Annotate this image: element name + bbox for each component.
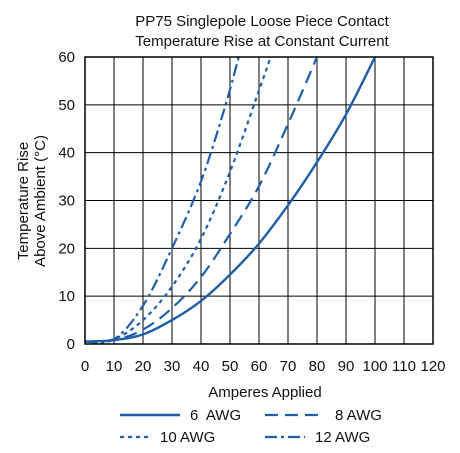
chart-subtitle: Temperature Rise at Constant Current xyxy=(135,33,389,50)
x-tick-label: 80 xyxy=(309,358,326,375)
x-tick-label: 0 xyxy=(81,358,89,375)
legend-label: 6 AWG xyxy=(190,407,241,424)
chart-title: PP75 Singlepole Loose Piece Contact xyxy=(135,13,389,30)
y-tick-label: 40 xyxy=(58,145,75,162)
y-axis-label-line2: Above Ambient (°C) xyxy=(32,135,49,267)
series-lines xyxy=(84,56,377,344)
y-tick-label: 0 xyxy=(67,336,75,353)
legend: 6 AWG 8 AWG 10 AWG 12 AWG xyxy=(120,407,382,446)
x-tick-label: 30 xyxy=(164,358,181,375)
series-line-10-awg xyxy=(84,56,272,343)
series-line-6-awg xyxy=(84,56,377,343)
x-tick-label: 100 xyxy=(362,358,387,375)
x-tick-label: 70 xyxy=(280,358,297,375)
legend-label: 10 AWG xyxy=(160,429,215,446)
x-tick-label: 20 xyxy=(135,358,152,375)
y-tick-labels: 0 10 20 30 40 50 60 xyxy=(58,49,75,353)
plot-frame xyxy=(84,56,434,345)
series-line-8-awg xyxy=(84,56,319,343)
y-tick-label: 20 xyxy=(58,240,75,257)
y-tick-label: 30 xyxy=(58,193,75,210)
x-axis-label: Amperes Applied xyxy=(208,384,321,401)
y-tick-label: 10 xyxy=(58,288,75,305)
x-tick-label: 110 xyxy=(392,358,416,375)
x-tick-label: 120 xyxy=(420,358,445,375)
x-tick-label: 40 xyxy=(193,358,210,375)
y-axis-label: Temperature Rise Above Ambient (°C) xyxy=(15,135,49,267)
y-tick-label: 50 xyxy=(58,97,75,114)
grid xyxy=(84,56,434,345)
series-line-12-awg xyxy=(84,56,240,344)
x-tick-labels: 0 10 20 30 40 50 60 70 80 90 100 110 120 xyxy=(81,358,446,375)
x-tick-label: 10 xyxy=(106,358,123,375)
x-tick-label: 60 xyxy=(251,358,268,375)
y-tick-label: 60 xyxy=(58,49,75,66)
y-axis-label-line1: Temperature Rise xyxy=(15,142,32,260)
legend-label: 8 AWG xyxy=(335,407,382,424)
x-tick-label: 90 xyxy=(338,358,355,375)
legend-label: 12 AWG xyxy=(315,429,370,446)
x-tick-label: 50 xyxy=(222,358,239,375)
